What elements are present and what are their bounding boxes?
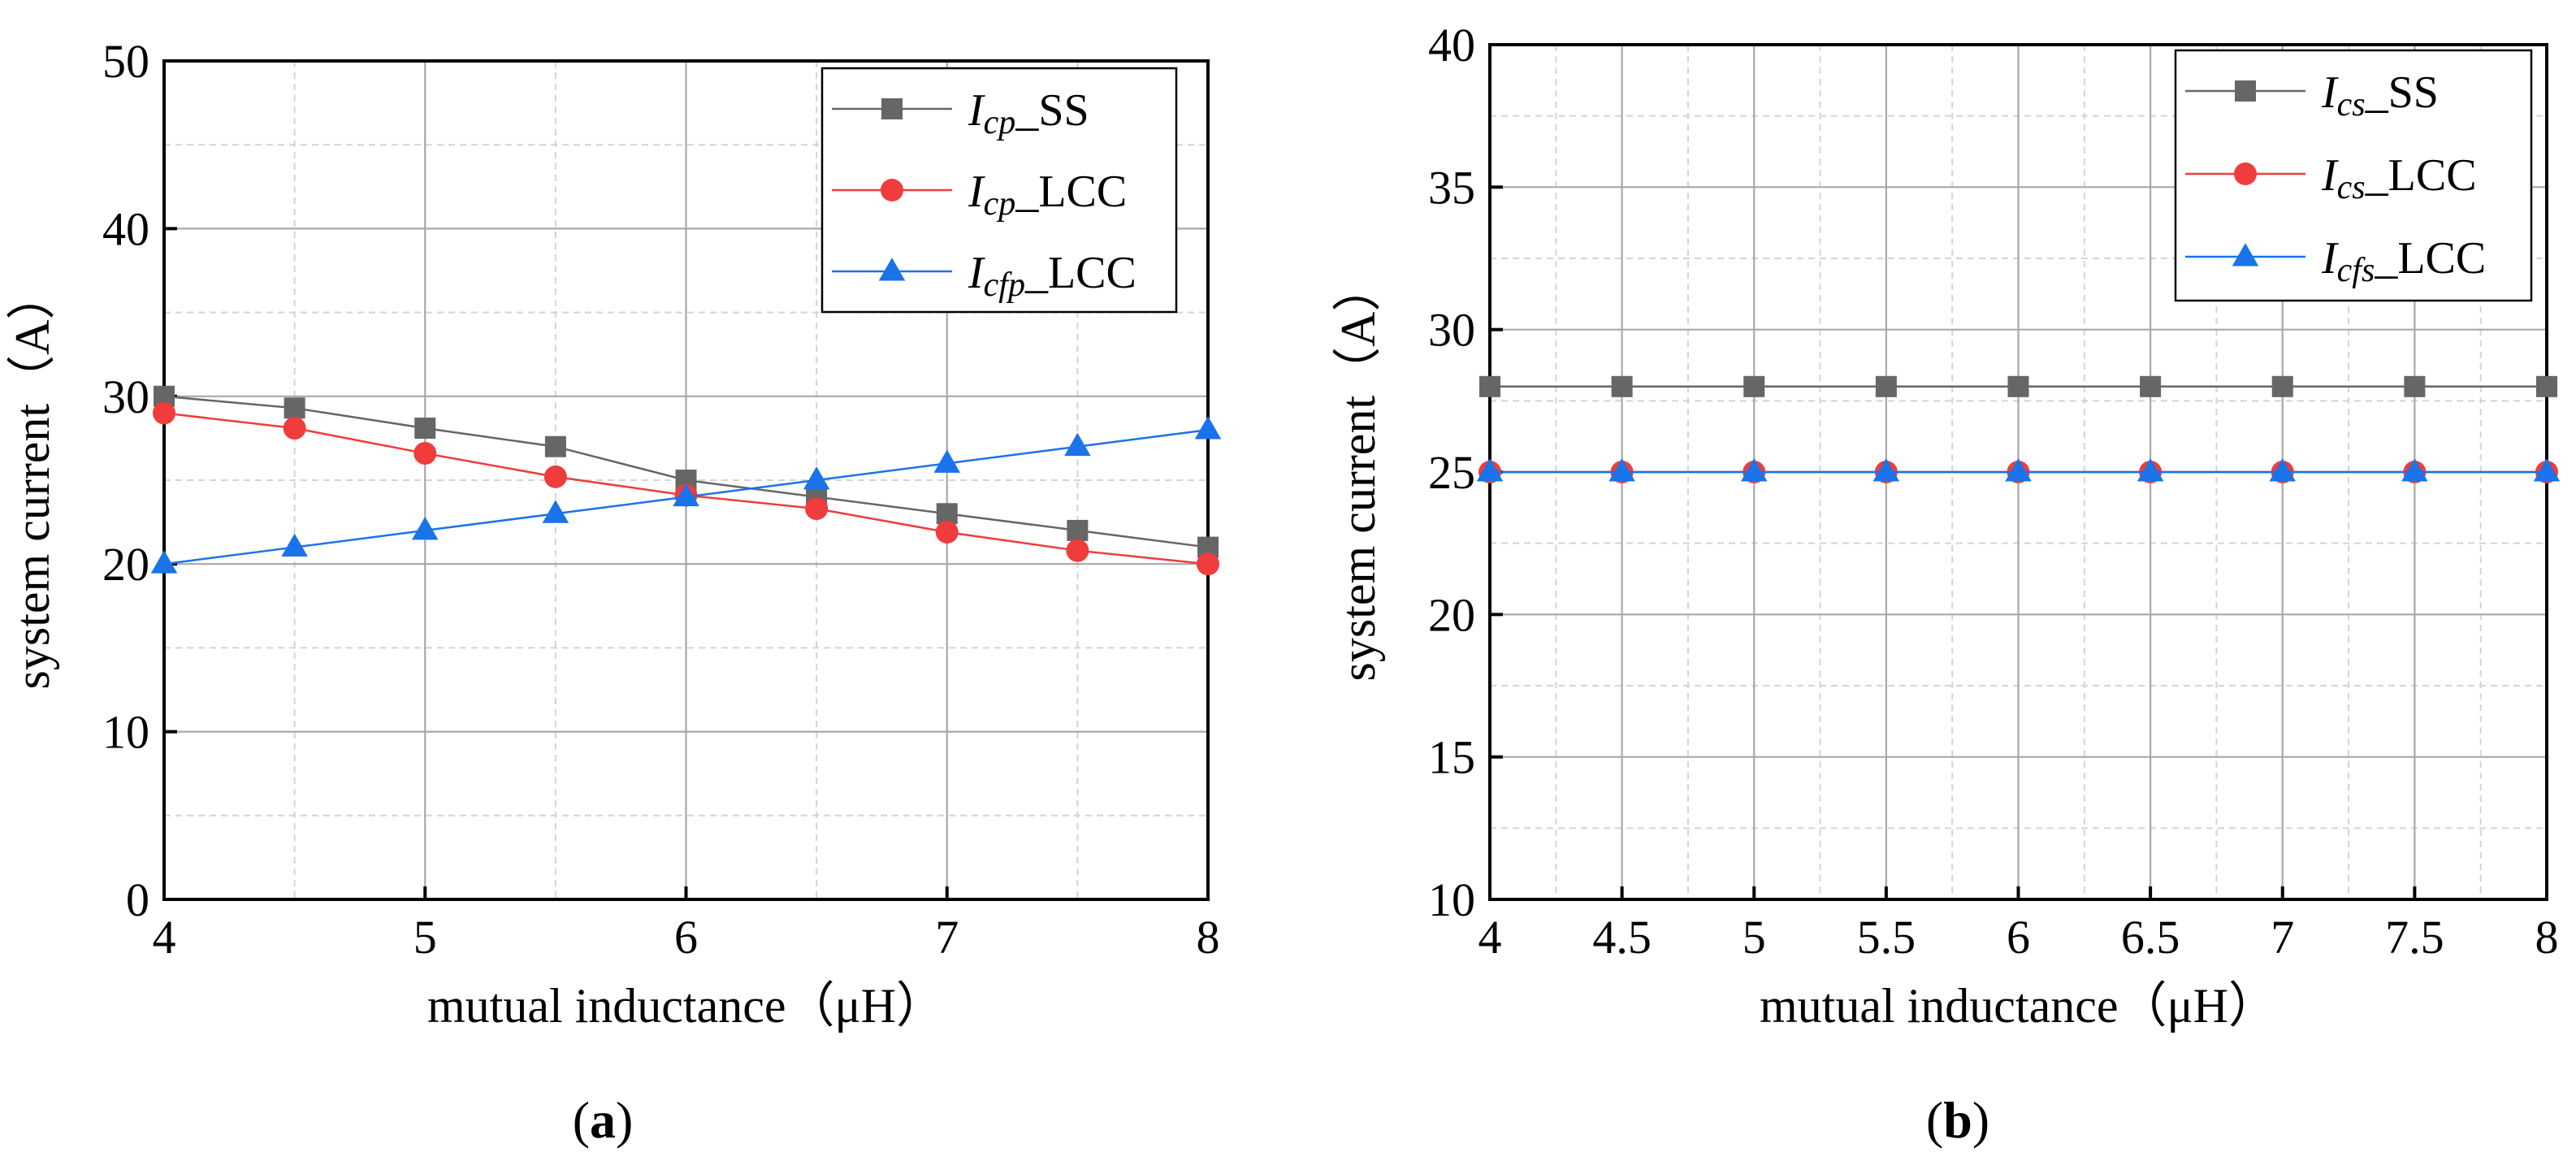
data-point — [284, 397, 305, 419]
data-point — [1875, 375, 1897, 397]
data-point — [150, 550, 178, 574]
legend-entry: Icp_LCC — [968, 167, 1127, 223]
legend-marker — [878, 258, 906, 281]
y-tick-label: 35 — [1428, 161, 1475, 214]
x-tick-label: 4.5 — [1592, 911, 1652, 964]
series-cfp_LCC — [150, 416, 1222, 574]
legend-marker — [881, 98, 903, 119]
data-point — [1611, 375, 1633, 397]
chart-panel-a: 4 5 6 7 8 0 10 20 30 40 50 mutual inductance（μH） sys… — [6, 35, 1222, 1149]
series-cs_SS — [1479, 375, 2557, 397]
data-point — [2269, 458, 2296, 482]
legend-marker — [2234, 162, 2257, 185]
data-point — [413, 441, 437, 465]
y-tick-label: 0 — [126, 873, 149, 926]
data-point — [803, 466, 830, 490]
y-tick-label: 40 — [1428, 19, 1475, 71]
legend: Ics_SS Ics_LCC Icfs_LCC — [2174, 49, 2533, 302]
data-point — [283, 417, 306, 440]
legend-entry: Icp_SS — [968, 85, 1089, 141]
data-point — [673, 483, 699, 507]
x-tick-label: 6 — [674, 911, 698, 964]
y-tick-label: 25 — [1428, 446, 1475, 499]
x-tick-label: 5 — [413, 911, 437, 964]
y-axis-label: system current（A） — [1331, 263, 1385, 682]
x-tick-label: 6 — [2007, 911, 2030, 964]
x-tick-label: 8 — [1197, 911, 1220, 964]
subfigure-label: (b) — [1926, 1091, 1989, 1149]
y-tick-label: 30 — [102, 370, 149, 423]
data-point — [1064, 432, 1091, 457]
x-tick-label: 8 — [2535, 911, 2559, 964]
x-tick-label: 5.5 — [1857, 911, 1916, 964]
data-point — [2536, 375, 2557, 397]
y-tick-label: 10 — [1428, 873, 1475, 926]
data-point — [414, 418, 436, 440]
data-point — [1066, 539, 1089, 562]
data-point — [2271, 375, 2293, 397]
data-point — [1608, 458, 1635, 482]
data-point — [542, 500, 569, 523]
data-point — [805, 497, 829, 521]
data-point — [544, 435, 566, 457]
data-point — [1194, 416, 1222, 440]
subfigure-label: (a) — [573, 1091, 634, 1149]
legend-marker — [2232, 243, 2259, 266]
data-point — [2137, 458, 2164, 482]
data-point — [1872, 458, 1900, 482]
data-point — [1067, 519, 1089, 541]
data-point — [2007, 375, 2029, 397]
data-point — [1479, 375, 1500, 397]
series-cfs_LCC — [1476, 458, 2561, 482]
y-tick-label: 50 — [102, 35, 149, 88]
x-tick-label: 6.5 — [2121, 911, 2180, 964]
data-point — [1476, 458, 1504, 482]
y-tick-label: 15 — [1428, 731, 1475, 784]
legend-marker — [881, 179, 903, 201]
x-tick-label: 5 — [1743, 911, 1766, 964]
data-point — [543, 465, 567, 488]
legend-marker — [2235, 80, 2256, 102]
legend-entry: Ics_SS — [2321, 67, 2439, 123]
data-point — [281, 533, 308, 557]
y-tick-label: 10 — [102, 706, 149, 759]
chart-panel-b: 4 4.5 5 5.5 6 6.5 7 7.5 8 10 15 20 25 30 35 40 mutual in… — [1331, 19, 2561, 1149]
x-tick-label: 7.5 — [2385, 911, 2444, 964]
x-axis-label: mutual inductance（μH） — [1760, 979, 2277, 1033]
legend-entry: Ics_LCC — [2321, 150, 2477, 206]
y-tick-label: 20 — [1428, 588, 1475, 641]
x-axis-label: mutual inductance（μH） — [427, 979, 945, 1033]
x-tick-label: 4 — [153, 911, 176, 964]
data-point — [2401, 458, 2428, 482]
data-point — [2140, 375, 2162, 397]
data-point — [1743, 375, 1765, 397]
legend: Icp_SS Icp_LCC Icfp_LCC — [820, 67, 1178, 314]
data-point — [153, 401, 175, 425]
legend-entry: Icfp_LCC — [968, 248, 1136, 304]
data-point — [2404, 375, 2426, 397]
data-point — [936, 503, 958, 525]
data-point — [2533, 458, 2561, 482]
legend-entry: Icfs_LCC — [2321, 233, 2486, 289]
series-cp_SS — [154, 385, 1219, 558]
y-tick-label: 30 — [1428, 304, 1475, 357]
y-axis-label: system current（A） — [6, 271, 59, 690]
x-tick-label: 7 — [935, 911, 959, 964]
data-point — [1741, 458, 1768, 482]
y-tick-label: 40 — [102, 202, 149, 255]
x-tick-label: 4 — [1478, 911, 1502, 964]
data-point — [2005, 458, 2032, 482]
data-point — [412, 516, 439, 540]
data-point — [1197, 552, 1219, 576]
data-point — [933, 449, 960, 473]
data-point — [935, 520, 959, 544]
x-tick-label: 7 — [2271, 911, 2294, 964]
y-tick-label: 20 — [102, 538, 149, 591]
